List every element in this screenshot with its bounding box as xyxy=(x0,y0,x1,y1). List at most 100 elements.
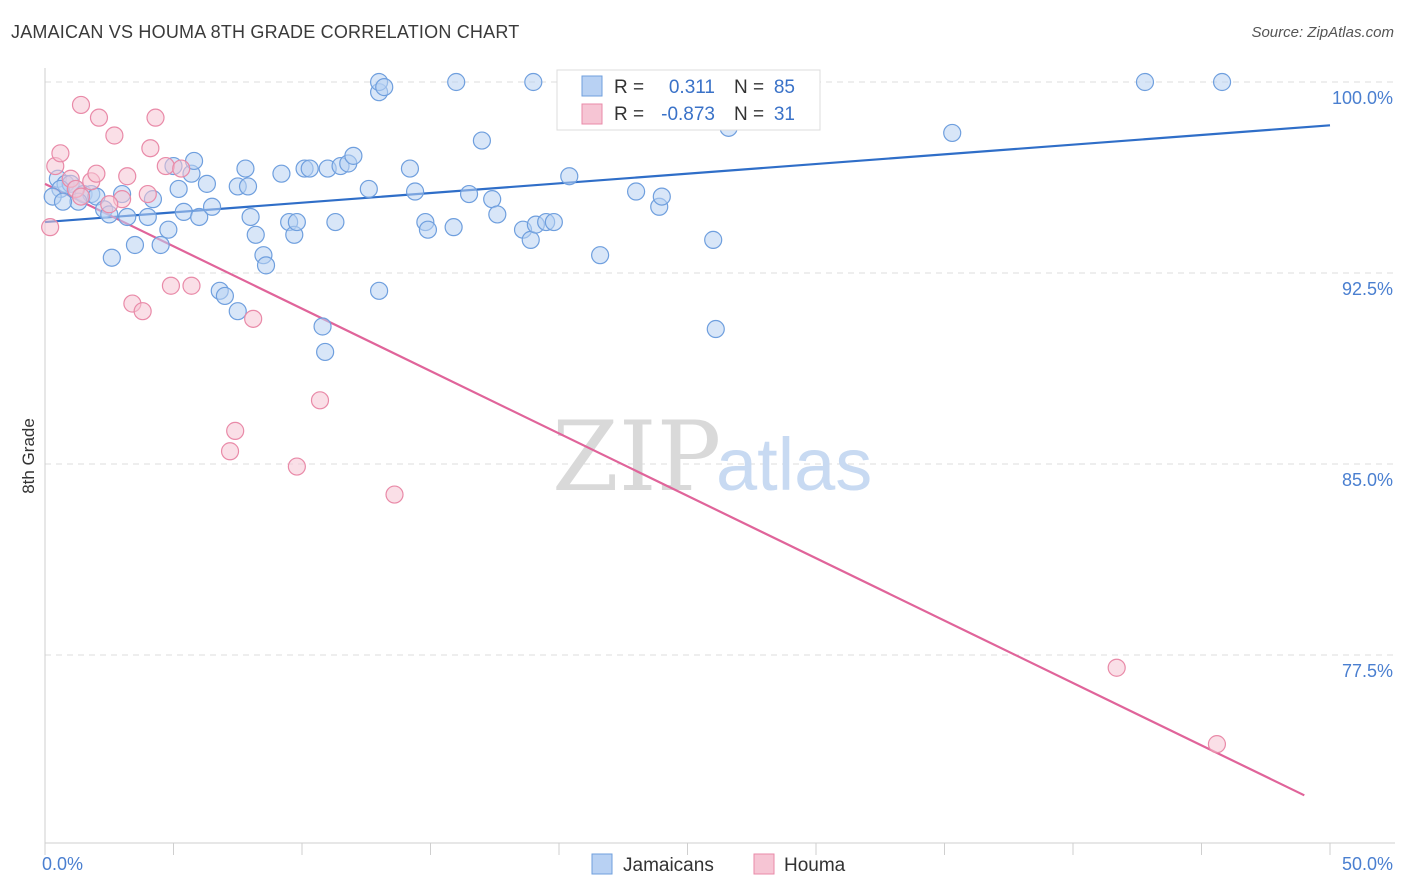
houma-point xyxy=(51,144,70,163)
x-tick-label: 50.0% xyxy=(1342,854,1393,874)
jamaicans-point xyxy=(159,220,178,239)
jamaicans-point xyxy=(316,342,335,362)
stats-swatch-pink xyxy=(581,103,603,125)
jamaicans-point xyxy=(370,281,389,300)
jamaicans-point xyxy=(943,123,962,143)
jamaicans-point xyxy=(418,220,438,239)
jamaicans-point xyxy=(359,179,378,199)
jamaicans-point xyxy=(544,212,563,232)
jamaicans-point xyxy=(1212,72,1232,92)
jamaicans-point xyxy=(472,131,491,150)
stats-r-label-blue: R = xyxy=(614,77,644,98)
watermark-zip: ZIP xyxy=(552,401,721,513)
houma-point xyxy=(385,485,404,504)
stats-n-value-pink: 31 xyxy=(774,104,795,125)
houma-point xyxy=(172,159,191,178)
jamaicans-point xyxy=(190,207,209,227)
watermark-atlas: atlas xyxy=(716,423,872,506)
jamaicans-point xyxy=(652,187,671,206)
jamaicans-point xyxy=(447,72,466,92)
source-label: Source: ZipAtlas.com xyxy=(1251,24,1394,41)
legend-label-houma: Houma xyxy=(784,855,846,876)
jamaicans-point xyxy=(125,235,145,255)
jamaicans-point xyxy=(174,202,193,221)
jamaicans-point xyxy=(202,197,222,216)
houma-point xyxy=(1107,658,1126,677)
jamaicans-point xyxy=(241,207,260,227)
jamaicans-point xyxy=(375,77,394,97)
watermark: ZIP atlas xyxy=(552,401,872,513)
chart-title: JAMAICAN VS HOUMA 8TH GRADE CORRELATION … xyxy=(11,22,520,42)
stats-r-value-blue: 0.311 xyxy=(669,77,715,98)
stats-n-label-blue: N = xyxy=(734,77,764,98)
stats-swatch-blue xyxy=(581,75,603,97)
houma-point xyxy=(156,156,175,176)
jamaicans-point xyxy=(344,146,363,165)
houma-point xyxy=(100,195,119,214)
jamaicans-point xyxy=(151,235,170,255)
jamaicans-point xyxy=(138,207,157,227)
jamaicans-point xyxy=(326,212,345,232)
x-tick-labels: 0.0% 50.0% xyxy=(42,854,1393,874)
jamaicans-point xyxy=(521,230,540,249)
stats-legend: R = 0.311 N = 85 R = -0.873 N = 31 xyxy=(556,69,821,131)
x-tick-label: 0.0% xyxy=(42,854,83,874)
houma-point xyxy=(310,391,330,410)
jamaicans-point xyxy=(591,246,610,265)
jamaicans-point xyxy=(560,167,579,186)
houma-point xyxy=(161,276,181,295)
houma-point xyxy=(182,276,201,295)
jamaicans-point xyxy=(488,205,507,224)
stats-r-value-pink: -0.873 xyxy=(661,104,715,125)
houma-point xyxy=(87,164,106,183)
jamaicans-point xyxy=(704,230,723,249)
jamaicans-point xyxy=(626,182,646,201)
jamaicans-point xyxy=(238,177,258,196)
houma-point xyxy=(138,184,157,204)
stats-n-value-blue: 85 xyxy=(774,77,795,98)
data-points xyxy=(41,72,1232,754)
houma-point xyxy=(226,421,245,440)
jamaicans-point xyxy=(215,286,234,306)
jamaicans-point xyxy=(459,184,479,204)
jamaicans-point xyxy=(169,179,188,199)
y-tick-label: 77.5% xyxy=(1342,661,1393,681)
houma-point xyxy=(133,302,152,321)
houma-point xyxy=(41,218,60,237)
jamaicans-point xyxy=(102,248,121,267)
jamaicans-point xyxy=(706,319,725,339)
houma-point xyxy=(141,139,160,158)
houma-trend-line xyxy=(44,182,1305,797)
jamaicans-point xyxy=(444,218,463,237)
houma-point xyxy=(146,108,165,127)
legend-label-jamaicans: Jamaicans xyxy=(623,855,714,876)
jamaicans-point xyxy=(236,159,255,178)
jamaicans-point xyxy=(118,207,137,227)
axes xyxy=(44,68,1395,855)
houma-point xyxy=(118,167,137,186)
y-tick-label: 92.5% xyxy=(1342,279,1393,299)
jamaicans-point xyxy=(483,190,502,209)
y-tick-labels: 77.5% 85.0% 92.5% 100.0% xyxy=(1332,88,1393,681)
jamaicans-point xyxy=(405,182,425,201)
series-legend: Jamaicans Houma xyxy=(591,853,846,876)
houma-point xyxy=(89,108,109,127)
jamaicans-point xyxy=(313,317,332,336)
legend-swatch-jamaicans xyxy=(591,853,613,875)
y-axis-title: 8th Grade xyxy=(19,418,38,494)
jamaicans-point xyxy=(300,159,319,178)
jamaicans-point xyxy=(272,164,291,183)
jamaicans-point xyxy=(524,72,543,92)
houma-point xyxy=(244,309,263,328)
jamaicans-point xyxy=(256,256,276,275)
jamaicans-point xyxy=(400,159,420,178)
jamaicans-point xyxy=(53,192,73,211)
jamaicans-trend-line xyxy=(44,124,1331,224)
jamaicans-point xyxy=(246,225,265,244)
trend-lines xyxy=(44,124,1331,797)
y-tick-label: 100.0% xyxy=(1332,88,1393,108)
houma-point xyxy=(71,95,91,115)
houma-point xyxy=(105,126,124,145)
legend-swatch-houma xyxy=(753,853,775,875)
